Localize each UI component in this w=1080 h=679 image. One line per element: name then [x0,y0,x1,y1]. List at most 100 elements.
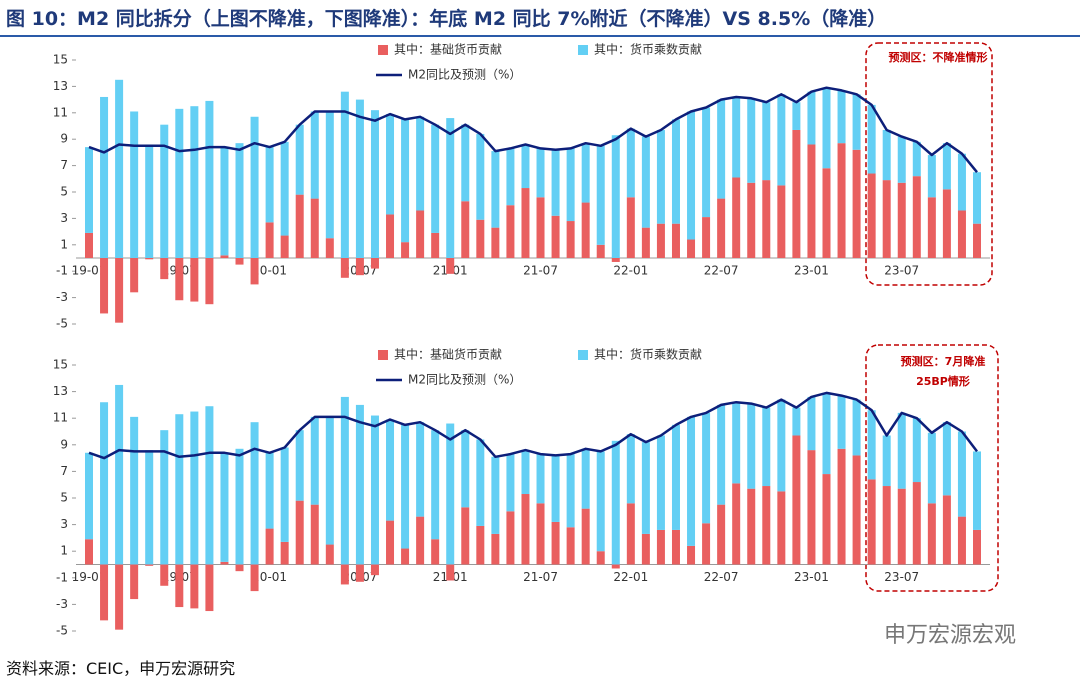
bar [717,504,726,565]
bar [130,416,139,565]
bar [85,147,93,233]
bar [732,402,741,484]
x-tick-label: 22-01 [613,264,648,278]
bar [656,223,665,258]
bar [175,414,184,565]
x-tick-label: 21-07 [523,570,558,584]
bar [416,116,425,211]
bar [115,384,124,565]
bar [762,486,771,565]
bar [687,416,696,546]
bar [611,135,620,258]
bar [190,258,199,302]
x-tick-label: 22-01 [613,570,648,584]
bar [927,503,936,565]
bar [100,258,109,314]
bar [355,564,364,582]
bar [807,144,816,258]
bar [927,432,936,504]
bar [867,479,876,565]
bar [536,148,545,198]
bar [762,180,771,258]
y-tick-label: 9 [60,437,68,451]
bar [100,564,109,621]
bar [401,242,410,258]
bar [446,564,455,581]
bar [912,141,921,177]
bar [777,399,786,492]
bar [220,452,229,562]
legend-swatch [378,350,388,360]
bar [190,106,199,258]
bar [325,111,334,239]
bar [566,454,575,528]
bar [717,198,726,258]
bar [551,149,560,216]
bar [115,258,124,323]
bar [220,561,229,565]
legend-label: 其中：货币乘数贡献 [594,347,702,362]
bar [837,395,846,449]
bar [837,448,846,565]
bar [431,124,440,233]
bar [491,456,500,534]
x-tick-label: 23-07 [884,570,919,584]
x-tick-label: 19-01 [72,570,107,584]
bar [160,564,169,586]
bar [957,153,966,211]
legend-swatch [578,350,588,360]
bar [611,440,620,565]
bar [476,439,485,526]
bar [250,422,259,565]
bar [566,221,575,258]
bar [401,548,410,565]
bar [762,407,771,487]
bar [927,155,936,198]
bar [446,258,455,274]
y-tick-label: 11 [53,105,68,119]
bar [551,521,560,565]
y-tick-label: -5 [56,317,68,331]
bar [175,108,184,258]
bar [521,494,530,565]
bar [671,223,680,258]
y-tick-label: 9 [60,132,68,146]
bar [521,450,530,495]
bar [852,399,861,456]
bar [656,435,665,530]
bar [912,482,921,565]
bar [160,124,169,259]
bar [295,430,304,501]
bar [461,201,470,258]
bar [792,407,801,436]
y-tick-label: 11 [53,411,68,425]
bar [325,416,334,545]
bar [641,442,650,534]
bar [205,258,214,305]
bar [145,258,154,260]
bar [355,99,364,258]
bar [340,564,349,585]
y-tick-label: -1 [56,570,68,584]
bar [431,539,440,565]
bar [130,258,139,293]
bar [912,176,921,258]
bar [551,215,560,258]
bar [732,483,741,565]
bar [340,396,349,565]
bar [897,136,906,183]
bar [446,118,455,258]
bar [506,511,515,565]
bar [807,91,816,145]
bar [656,529,665,565]
bar [747,488,756,565]
bar [973,529,981,565]
bar [401,119,410,243]
bar [521,188,530,258]
bar [295,194,304,258]
y-tick-label: 7 [60,158,68,172]
bar [340,258,349,278]
bar [205,564,214,612]
bar [506,454,515,512]
bar [957,210,966,258]
